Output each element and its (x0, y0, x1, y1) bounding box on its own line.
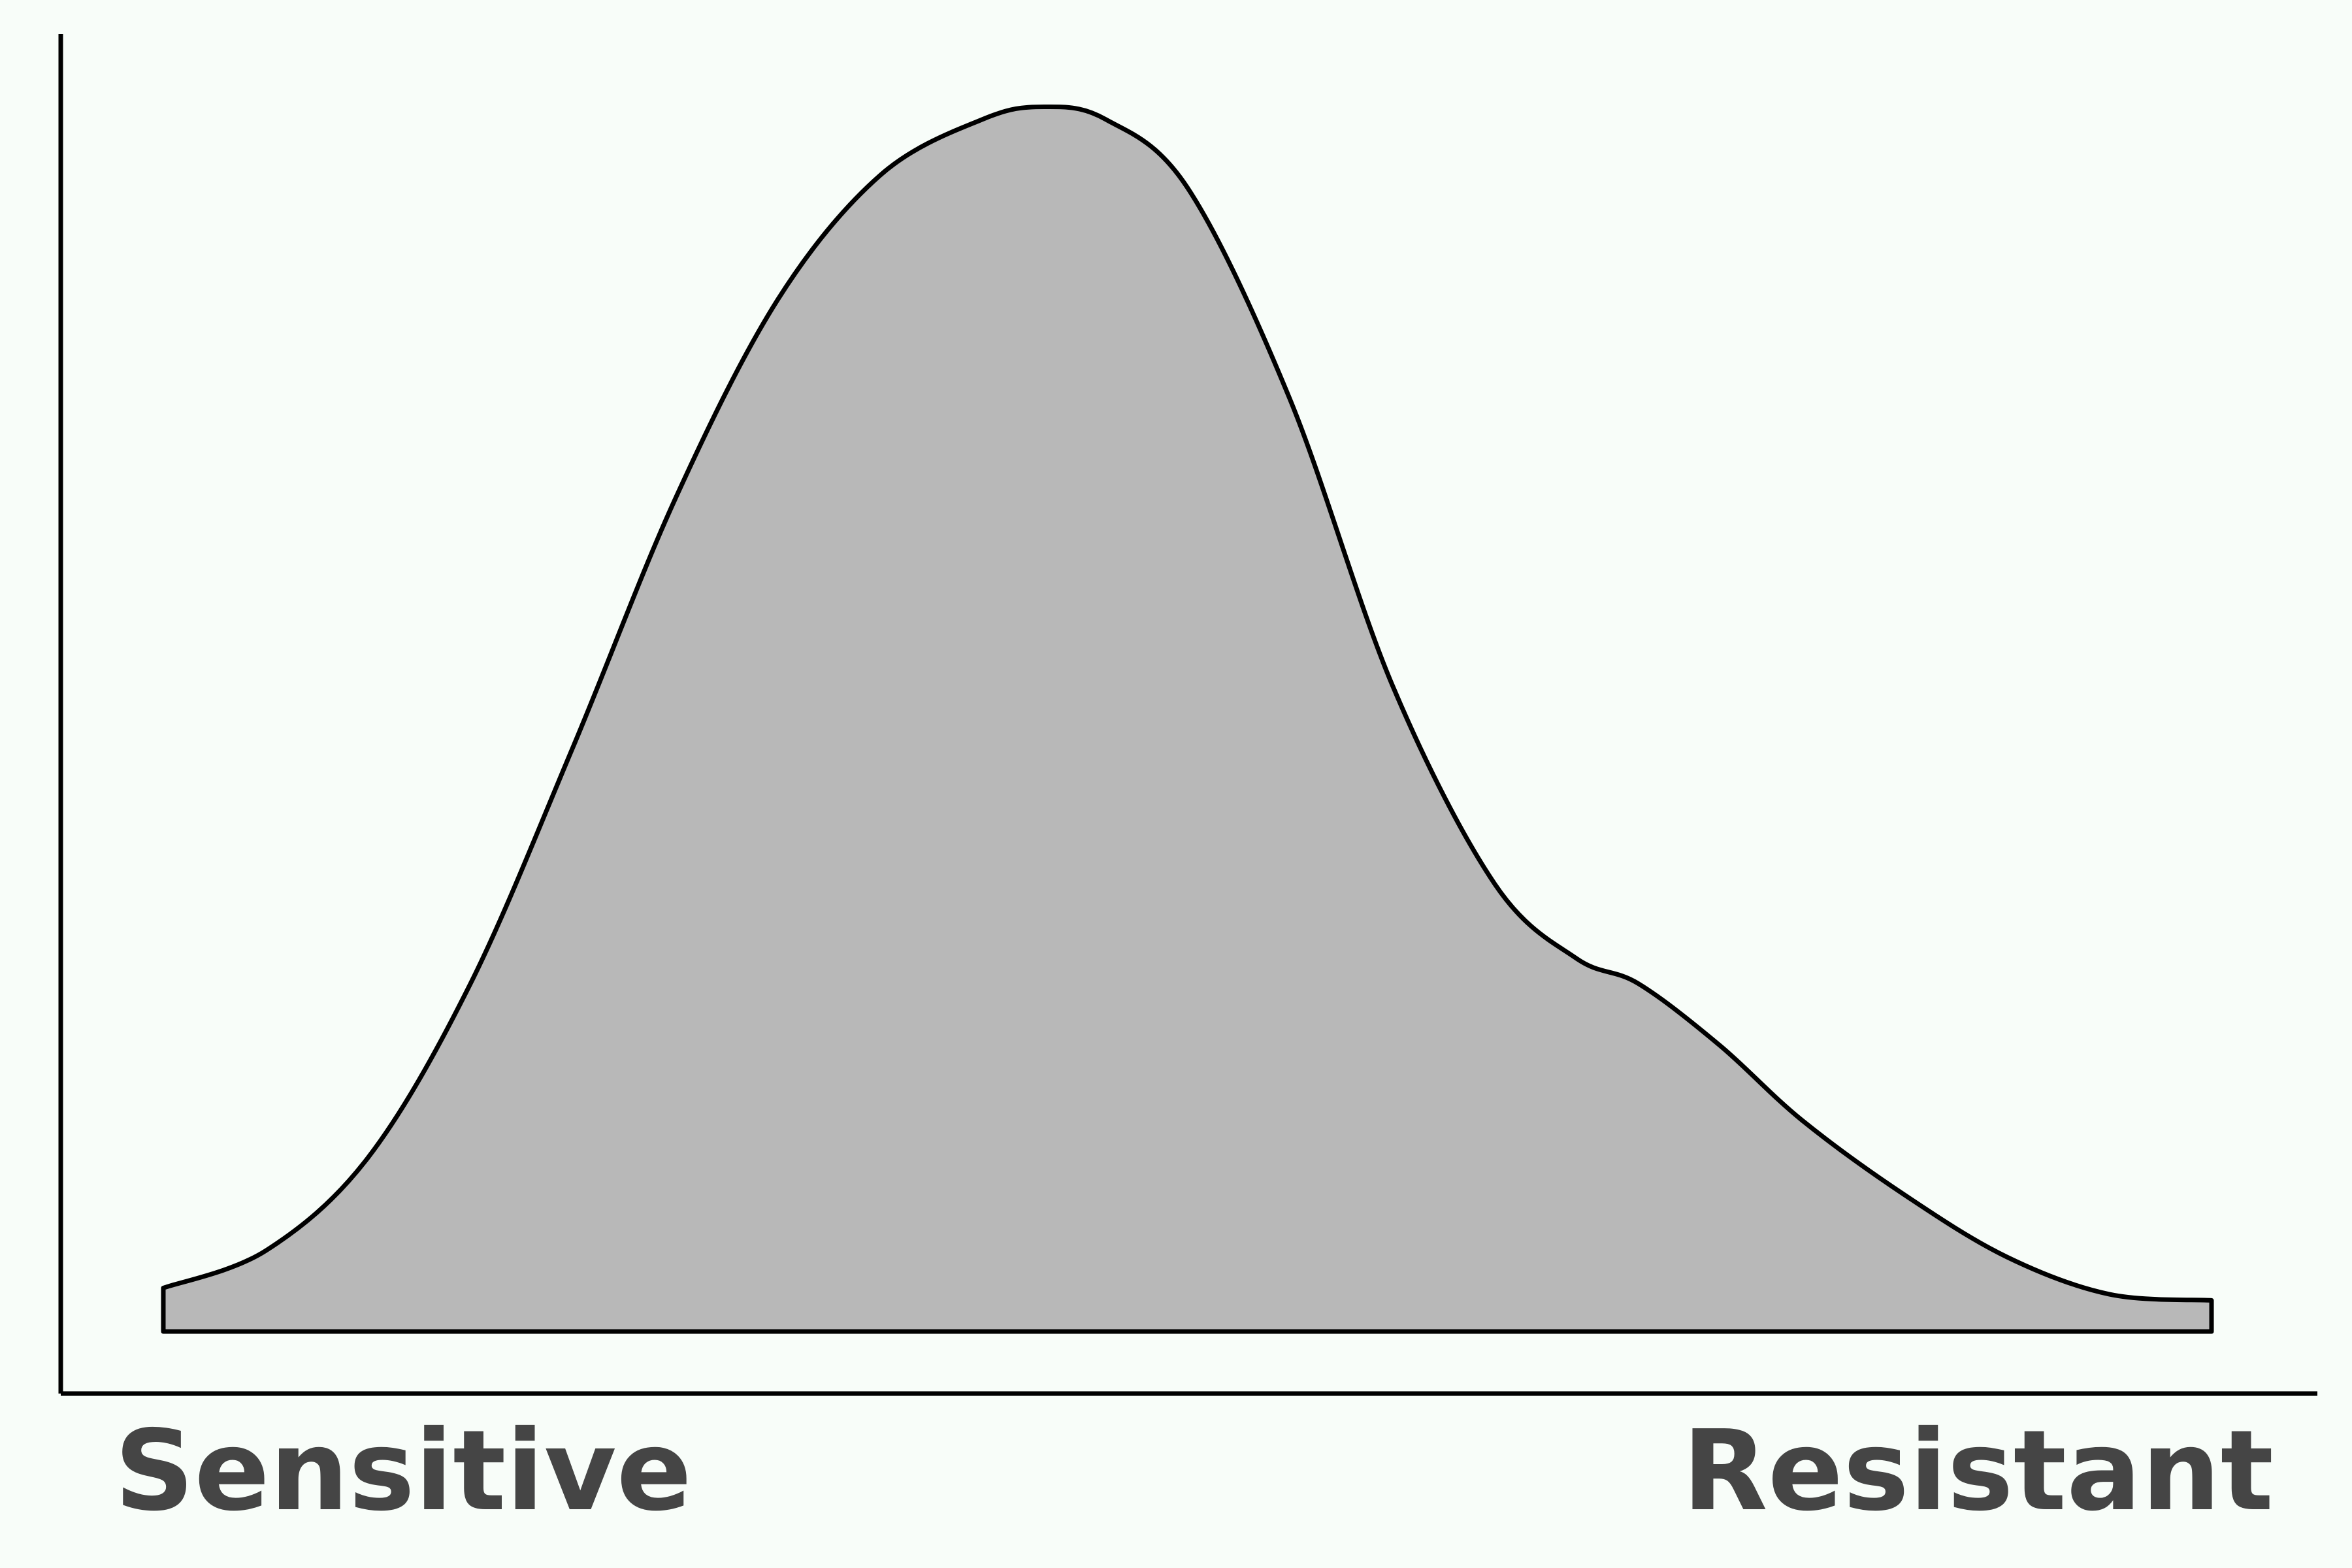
x-label-resistant: Resistant (1682, 1407, 2274, 1536)
plot-layer (161, 104, 2214, 1334)
x-label-sensitive: Sensitive (114, 1407, 692, 1536)
density-area (161, 104, 2214, 1334)
